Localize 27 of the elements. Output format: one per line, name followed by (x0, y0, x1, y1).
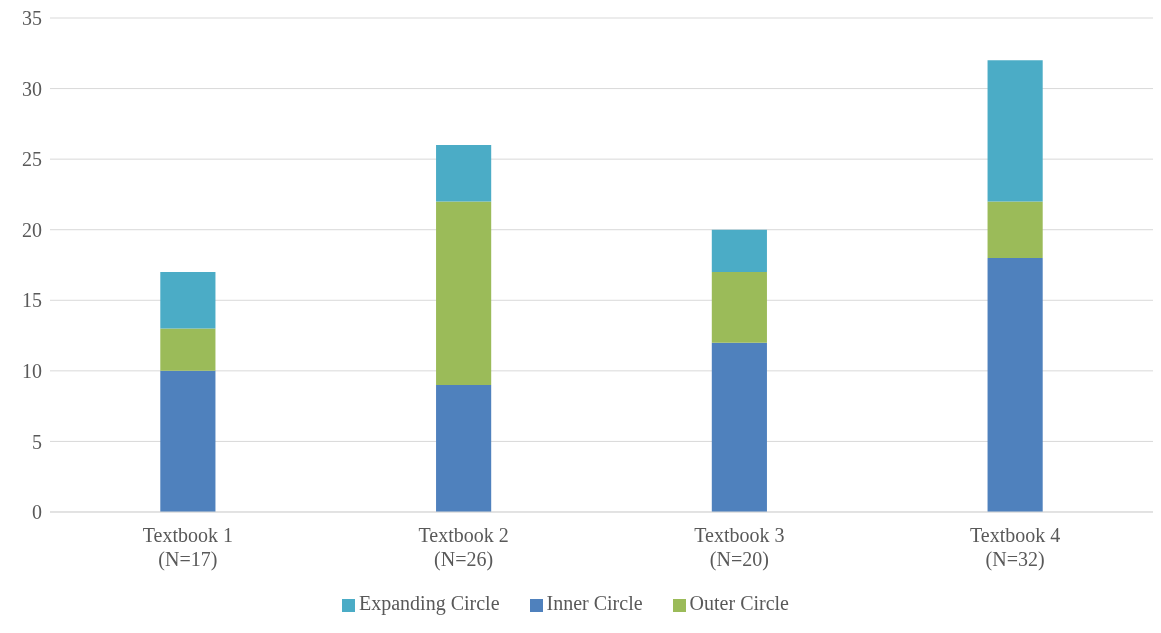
y-tick-label: 25 (22, 148, 42, 171)
bar (436, 384, 492, 512)
bar (160, 328, 216, 371)
bar (987, 257, 1043, 512)
y-tick-label: 35 (22, 7, 42, 30)
y-tick-label: 5 (32, 430, 42, 453)
x-tick-label: Textbook 2 (N=26) (418, 524, 509, 571)
legend-label: Inner Circle (546, 592, 643, 614)
bar (436, 201, 492, 385)
legend-label: Outer Circle (689, 592, 789, 614)
x-tick-label: Textbook 4 (N=32) (969, 524, 1061, 571)
bar (711, 229, 767, 273)
y-tick-label: 10 (22, 359, 42, 382)
legend-label: Expanding Circle (358, 592, 500, 614)
x-tick-label: Textbook 1 (N=17) (142, 524, 234, 571)
x-tick-label: Textbook 3 (N=20) (694, 524, 785, 571)
bar (711, 272, 767, 343)
bar (987, 201, 1043, 258)
y-tick-label: 15 (22, 289, 42, 312)
bar (711, 342, 767, 512)
y-tick-label: 20 (22, 218, 42, 241)
bar (436, 145, 492, 202)
bar (987, 60, 1043, 202)
y-tick-label: 30 (22, 77, 42, 100)
y-tick-label: 0 (32, 501, 42, 524)
bar (160, 272, 216, 329)
bar (160, 370, 216, 512)
